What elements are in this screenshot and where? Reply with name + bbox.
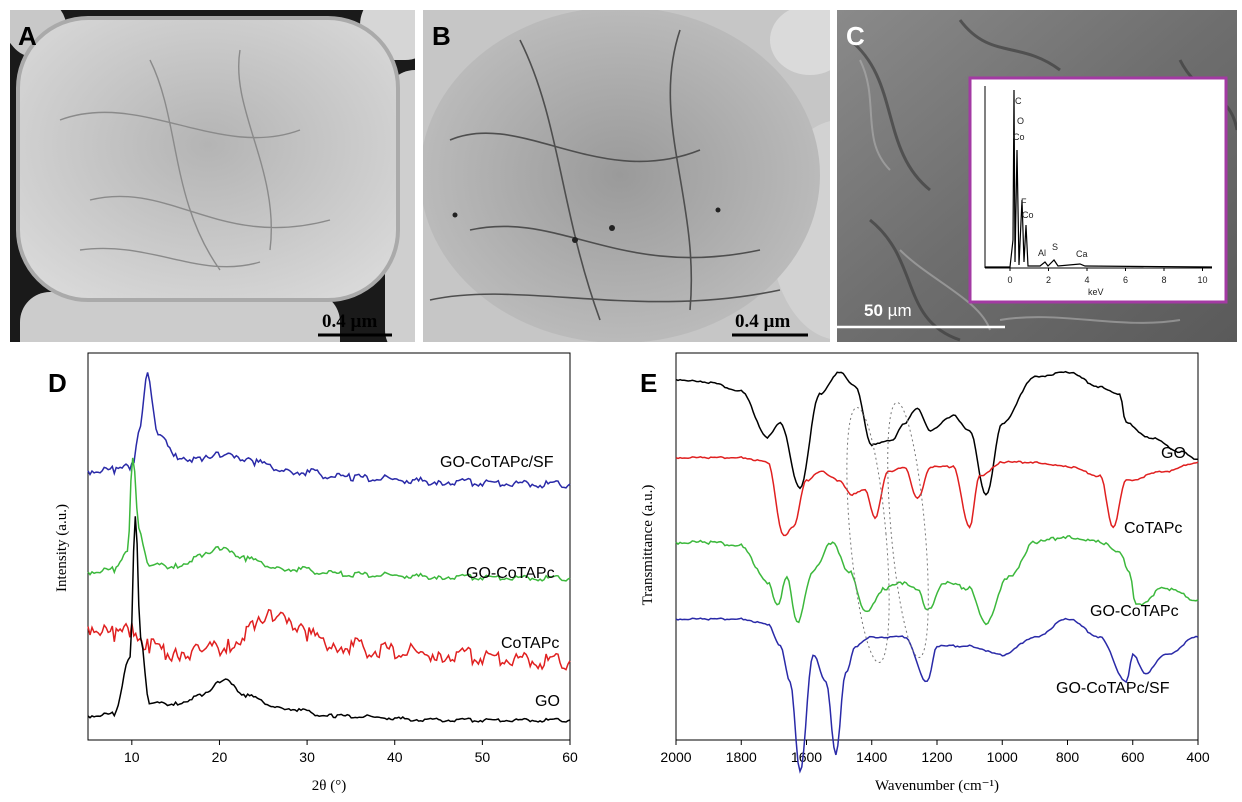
series-line — [675, 534, 1199, 626]
ftir-legend-label: GO — [1161, 445, 1186, 462]
x-tick-label: 60 — [562, 749, 578, 765]
eds-peak-label: Co — [1022, 210, 1034, 220]
xrd-x-axis: 10 20 30 40 50 60 — [124, 740, 578, 765]
eds-peak-label: O — [1017, 116, 1024, 126]
ftir-x-axis-label: Wavenumber (cm⁻¹) — [875, 778, 999, 794]
x-tick-label: 600 — [1121, 749, 1145, 765]
eds-peak-label: F — [1021, 197, 1027, 207]
x-tick-label: 1200 — [921, 749, 952, 765]
x-tick-label: 10 — [124, 749, 140, 765]
eds-peak-label: Al — [1038, 248, 1046, 258]
series-line — [675, 617, 1199, 774]
x-tick-label: 400 — [1186, 749, 1210, 765]
xrd-legend-label: GO-CoTAPc — [466, 565, 555, 582]
xrd-legend-label: GO — [535, 693, 560, 710]
eds-tick-label: 10 — [1197, 275, 1207, 285]
xrd-legend-label: GO-CoTAPc/SF — [440, 454, 554, 471]
x-tick-label: 2000 — [660, 749, 691, 765]
series-line — [675, 370, 1198, 496]
x-tick-label: 1000 — [987, 749, 1018, 765]
panel-a-image — [10, 10, 415, 342]
xrd-plot-frame — [87, 352, 571, 741]
ftir-legend-label: CoTAPc — [1124, 520, 1182, 537]
panel-b-image — [423, 10, 830, 342]
panel-a-scale-text: 0.4 µm — [322, 311, 377, 332]
panel-d-label: D — [48, 368, 67, 398]
eds-peak-label: S — [1052, 242, 1058, 252]
xrd-y-axis-label: Intensity (a.u.) — [54, 504, 70, 592]
x-tick-label: 50 — [475, 749, 491, 765]
x-tick-label: 40 — [387, 749, 403, 765]
x-tick-label: 30 — [299, 749, 315, 765]
eds-tick-label: 6 — [1123, 275, 1128, 285]
eds-tick-label: 0 — [1007, 275, 1012, 285]
ftir-y-axis-label: Transmittance (a.u.) — [640, 485, 656, 606]
series-line — [87, 457, 571, 582]
x-tick-label: 20 — [212, 749, 228, 765]
ftir-highlight-ellipse — [887, 401, 929, 659]
panel-c-scale-text: 50 µm — [864, 301, 912, 320]
eds-inset: 0 2 4 6 8 10 C O Co F Co Al S Ca keV — [968, 76, 1228, 304]
panel-b-scale-text: 0.4 µm — [735, 311, 790, 332]
x-tick-label: 1600 — [791, 749, 822, 765]
series-line — [87, 516, 571, 723]
ftir-x-axis: 2000 1800 1600 1400 1200 1000 800 600 400 — [660, 740, 1210, 765]
eds-peak-label: C — [1015, 96, 1022, 106]
ftir-highlight-ellipse — [846, 406, 890, 664]
x-tick-label: 1800 — [726, 749, 757, 765]
eds-tick-label: 4 — [1084, 275, 1089, 285]
xrd-x-axis-label: 2θ (°) — [312, 778, 346, 794]
panel-b-label: B — [432, 21, 451, 51]
series-line — [87, 608, 571, 671]
eds-spectrum — [985, 89, 1213, 268]
panel-c-label: C — [846, 21, 865, 51]
panel-a-label: A — [18, 21, 37, 51]
xrd-legend-label: CoTAPc — [501, 635, 559, 652]
xrd-series — [87, 372, 571, 723]
x-tick-label: 800 — [1056, 749, 1080, 765]
eds-xlabel: keV — [1088, 287, 1104, 297]
series-line — [675, 455, 1199, 537]
panel-e-label: E — [640, 368, 657, 398]
eds-peak-label: Ca — [1076, 249, 1088, 259]
eds-tick-label: 2 — [1046, 275, 1051, 285]
series-line — [87, 372, 571, 489]
eds-tick-label: 8 — [1161, 275, 1166, 285]
eds-peak-label: Co — [1013, 132, 1025, 142]
ftir-series — [675, 370, 1199, 774]
ftir-legend-label: GO-CoTAPc/SF — [1056, 680, 1170, 697]
ftir-legend-label: GO-CoTAPc — [1090, 603, 1179, 620]
x-tick-label: 1400 — [856, 749, 887, 765]
